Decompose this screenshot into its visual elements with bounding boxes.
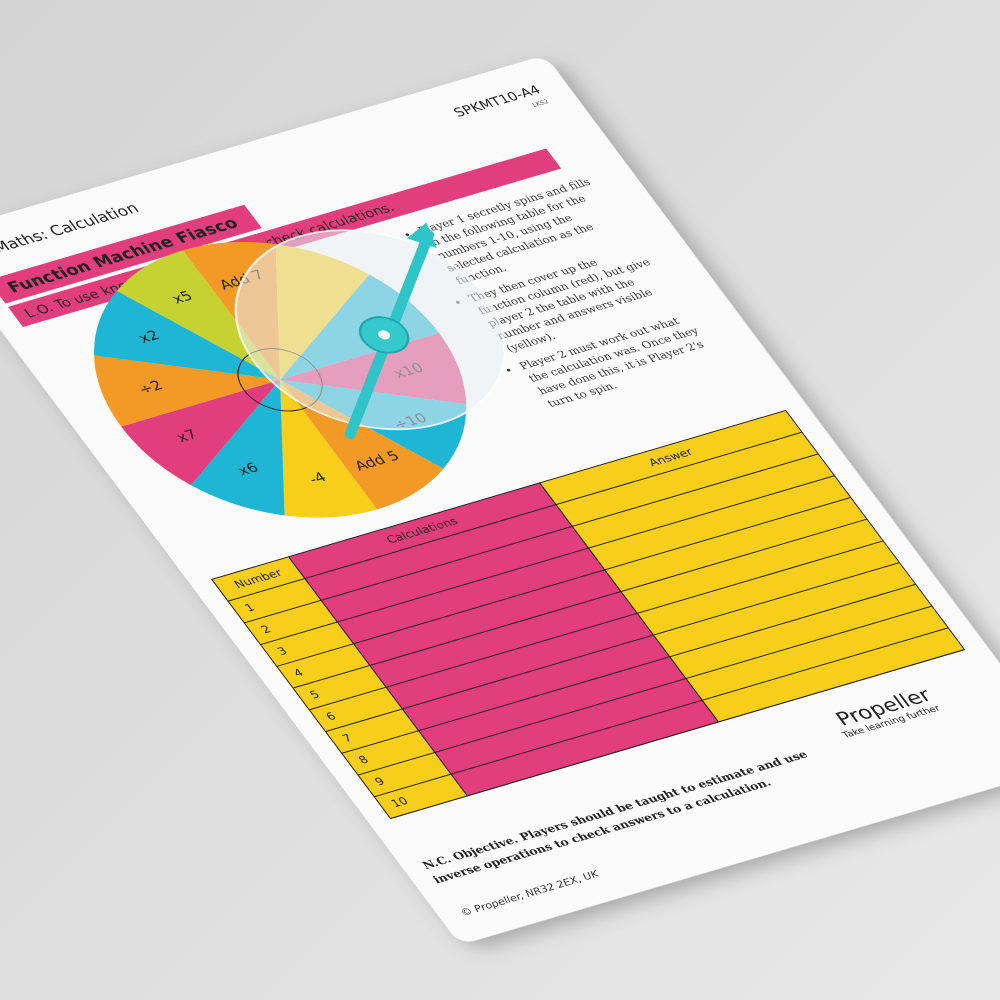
table-row-line <box>308 540 884 711</box>
wheel-segment <box>280 379 377 518</box>
wheel-segment <box>116 250 281 380</box>
wheel-label: ÷2 <box>135 378 166 398</box>
table-row-line <box>325 562 900 732</box>
spinner-pin <box>378 330 391 340</box>
wheel-segment <box>121 379 281 486</box>
wheel-label: x2 <box>135 328 163 347</box>
wheel-segment <box>94 290 281 380</box>
table-row-line <box>260 475 835 646</box>
wheel-label: x7 <box>173 427 201 446</box>
stage: LKS2 <box>531 99 550 109</box>
title-band <box>0 204 262 304</box>
table-row-line <box>390 649 965 819</box>
table-row-line <box>227 431 803 602</box>
table-row-line <box>341 583 917 754</box>
card: SPKMT10-A4 LKS2 Maths: Calculation Funct… <box>0 55 1000 945</box>
wheel-segment <box>190 379 285 516</box>
wheel-segment <box>94 355 281 427</box>
table-row-line <box>243 453 819 624</box>
table-row-line <box>292 518 868 689</box>
wheel-label: x6 <box>234 460 262 479</box>
table-row-line <box>373 627 949 798</box>
spinner-arrow-head <box>406 222 437 249</box>
wheel-label: x5 <box>169 288 197 307</box>
spinner <box>234 222 506 439</box>
table-row-line <box>276 496 852 667</box>
table-number: 10 <box>388 794 411 809</box>
table-row-line <box>357 605 933 776</box>
